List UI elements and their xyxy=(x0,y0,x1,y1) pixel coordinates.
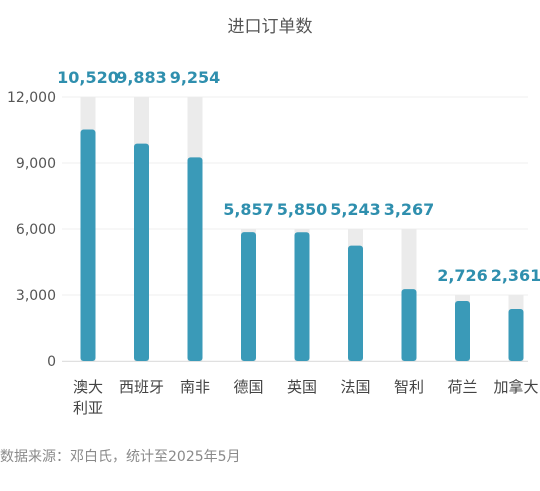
data-label: 9,254 xyxy=(170,68,221,87)
x-tick-label-line: 法国 xyxy=(340,378,370,396)
x-tick-label: 加拿大 xyxy=(493,378,538,396)
data-label: 2,361 xyxy=(491,266,540,285)
y-tick-label: 6,000 xyxy=(16,222,56,238)
x-tick-label: 西班牙 xyxy=(119,378,164,396)
x-tick-label: 德国 xyxy=(233,378,263,396)
y-axis: 0 3,000 6,000 9,000 12,000 xyxy=(7,90,56,370)
bar xyxy=(348,245,363,361)
data-label: 5,857 xyxy=(223,200,274,219)
source-note: 数据来源：邓白氏，统计至2025年5月 xyxy=(0,449,241,465)
x-tick-label-line: 英国 xyxy=(287,378,317,396)
data-label: 3,267 xyxy=(384,200,435,219)
bar xyxy=(294,232,310,361)
x-tick-label-line: 澳大 xyxy=(73,378,103,396)
bars xyxy=(80,129,524,361)
bar xyxy=(80,129,96,361)
y-tick-label: 9,000 xyxy=(16,156,56,172)
chart-title: 进口订单数 xyxy=(227,17,313,37)
x-tick-label: 澳大利亚 xyxy=(73,378,103,417)
x-tick-label-line: 西班牙 xyxy=(119,378,164,396)
y-tick-label: 12,000 xyxy=(7,90,56,106)
x-tick-label-line: 加拿大 xyxy=(493,378,538,396)
x-tick-label-line: 利亚 xyxy=(73,399,103,417)
x-tick-label-line: 德国 xyxy=(233,378,263,396)
y-tick-label: 0 xyxy=(47,354,56,370)
x-tick-label: 英国 xyxy=(287,378,317,396)
x-tick-label: 荷兰 xyxy=(447,378,477,396)
bar xyxy=(508,309,524,361)
bar xyxy=(455,301,470,361)
bar xyxy=(241,232,256,361)
bar xyxy=(187,157,203,361)
bar xyxy=(134,143,149,361)
data-label: 9,883 xyxy=(116,68,167,87)
x-tick-label: 法国 xyxy=(340,378,370,396)
bar xyxy=(401,289,417,361)
x-tick-label-line: 南非 xyxy=(180,378,210,396)
data-label: 5,850 xyxy=(277,200,328,219)
data-label: 10,520 xyxy=(57,68,119,87)
data-label: 2,726 xyxy=(437,266,488,285)
x-tick-label-line: 智利 xyxy=(394,378,424,396)
y-tick-label: 3,000 xyxy=(16,288,56,304)
x-tick-label-line: 荷兰 xyxy=(447,378,477,396)
x-tick-label: 南非 xyxy=(180,378,210,396)
data-label: 5,243 xyxy=(330,200,381,219)
x-tick-label: 智利 xyxy=(394,378,424,396)
